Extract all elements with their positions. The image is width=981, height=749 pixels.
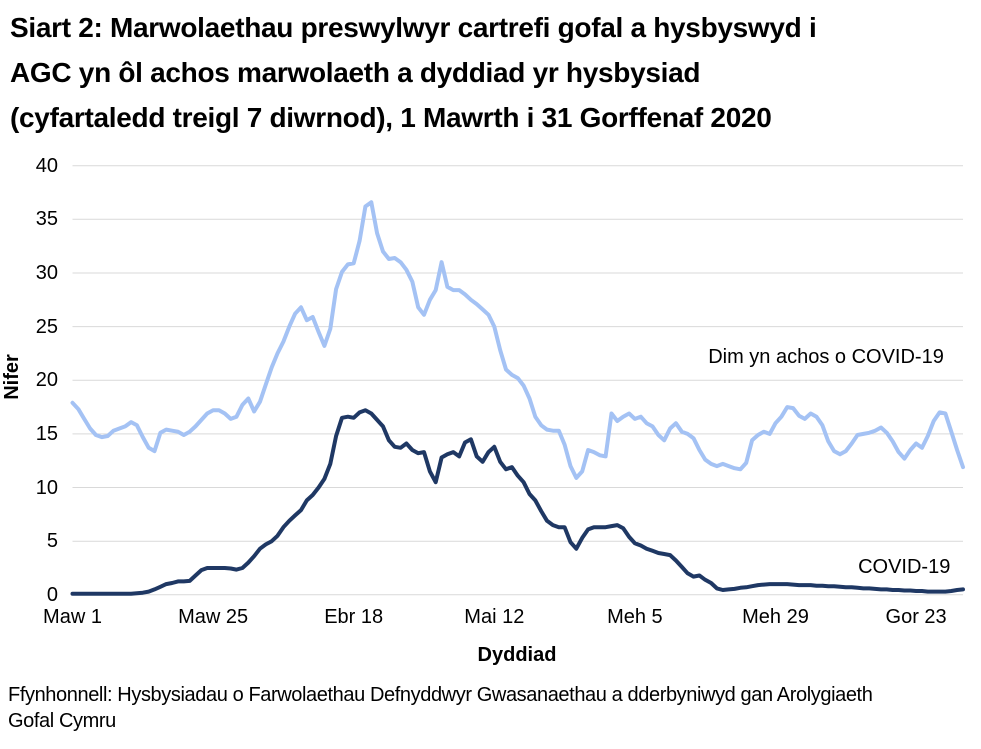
- series-line-non-covid: [70, 200, 965, 480]
- series-label: COVID-19: [858, 556, 951, 579]
- y-tick-label: 35: [35, 208, 58, 231]
- x-tick-label: Maw 1: [43, 606, 102, 628]
- chart-title-line-3: (cyfartaledd treigl 7 diwrnod), 1 Mawrth…: [10, 102, 772, 133]
- x-tick-label: Gor 23: [885, 606, 947, 628]
- y-axis-title: Nifer: [1, 354, 23, 400]
- x-tick-label: Ebr 18: [324, 606, 384, 628]
- source-note-line-2: Gofal Cymru: [8, 710, 116, 732]
- chart-title-line-2: AGC yn ôl achos marwolaeth a dyddiad yr …: [10, 57, 701, 88]
- y-tick-label: 25: [35, 315, 58, 338]
- y-tick-label: 40: [35, 154, 58, 177]
- x-tick-label: Maw 25: [178, 606, 249, 628]
- series-line-covid: [70, 408, 965, 596]
- source-note-line-1: Ffynhonnell: Hysbysiadau o Farwolaethau …: [8, 684, 873, 706]
- x-tick-label: Meh 5: [607, 606, 663, 628]
- y-tick-label: 10: [35, 476, 58, 499]
- y-tick-label: 15: [35, 422, 58, 445]
- y-tick-label: 20: [35, 369, 58, 392]
- source-note: Ffynhonnell: Hysbysiadau o Farwolaethau …: [8, 682, 976, 734]
- y-tick-label: 30: [35, 262, 58, 284]
- chart-title-line-1: Siart 2: Marwolaethau preswylwyr cartref…: [10, 12, 817, 43]
- x-tick-label: Meh 29: [742, 606, 809, 628]
- chart-title: Siart 2: Marwolaethau preswylwyr cartref…: [10, 5, 817, 140]
- x-axis-title: Dyddiad: [477, 644, 557, 666]
- y-tick-label: 0: [46, 583, 58, 606]
- x-tick-label: Mai 12: [464, 606, 525, 628]
- series-label: Dim yn achos o COVID-19: [708, 345, 944, 368]
- y-tick-label: 5: [46, 530, 58, 553]
